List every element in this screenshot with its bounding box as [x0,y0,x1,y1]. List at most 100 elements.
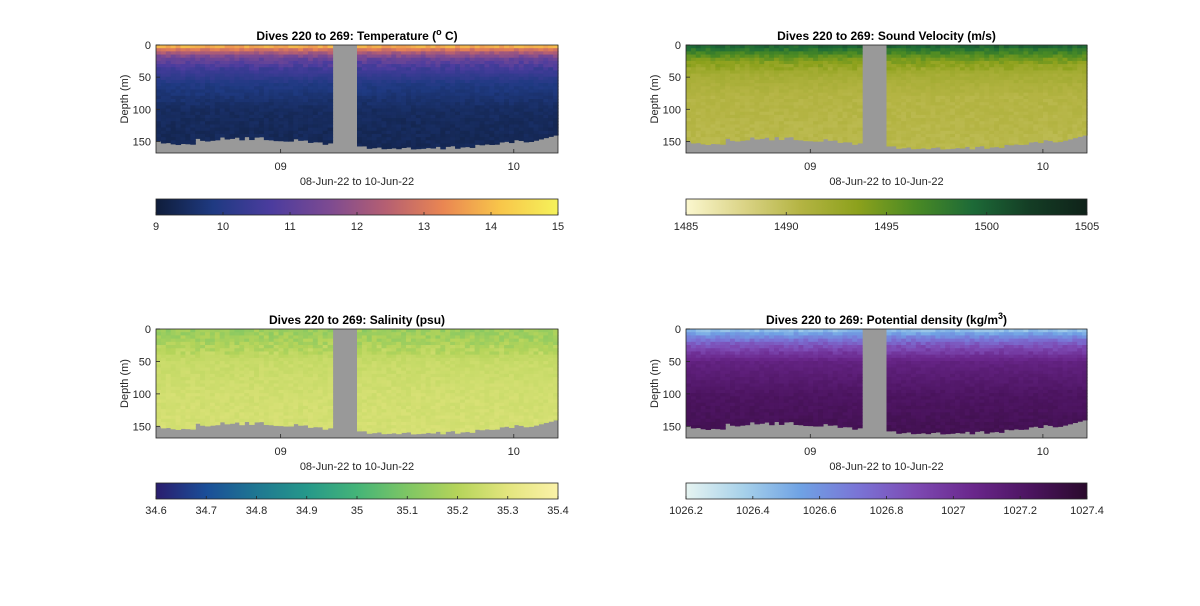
heatmap-cell [161,140,167,143]
heatmap-cell [833,137,838,140]
heatmap-cell [181,140,187,144]
x-axis-label: 08-Jun-22 to 10-Jun-22 [300,176,414,188]
heatmap-cell [764,134,769,138]
colorbar-tick-label: 1495 [874,221,898,233]
heatmap-cell [931,147,936,148]
heatmap-cell [911,147,916,150]
heatmap-cell [215,137,221,140]
heatmap-cell [808,140,813,141]
heatmap-cell [725,137,730,139]
colorbar-tick-label: 14 [485,221,497,233]
heatmap-cell [989,147,994,148]
heatmap-cell [842,140,847,142]
heatmap-cell [965,143,970,146]
heatmap-cell [818,140,823,141]
heatmap-cell [813,140,818,141]
heatmap-cell [416,147,422,150]
heatmap-cell [960,147,965,149]
heatmap-cell [1009,143,1014,145]
heatmap-cell [293,137,299,139]
heatmap-cell [1033,140,1038,142]
heatmap-cell [979,143,984,146]
heatmap-cell [298,137,304,141]
heatmap-cell [440,147,446,150]
heatmap-cell [161,425,167,428]
heatmap-cell [323,143,329,144]
heatmap-cell [308,140,314,143]
heatmap-cell [784,134,789,138]
heatmap-cells [156,329,559,434]
heatmap-cell [754,137,759,139]
heatmap-cell [774,134,779,137]
heatmap-cell [171,143,177,144]
heatmap-cell [706,143,711,145]
heatmap-cell [318,140,324,142]
heatmap-cell [411,147,417,150]
chart-title: Dives 220 to 269: Temperature (o C) [256,27,457,43]
heatmap-cell [999,147,1004,148]
heatmap-cell [431,147,437,149]
heatmap-cell [239,137,245,140]
heatmap-cell [372,147,378,149]
heatmap-cell [249,137,255,140]
colorbar-tick-label: 1485 [674,221,698,233]
heatmap-cell [234,134,240,138]
heatmap-cell [190,143,196,144]
chart-title: Dives 220 to 269: Sound Velocity (m/s) [777,29,996,43]
heatmap-cell [230,137,236,139]
heatmap-cell [1063,137,1068,141]
heatmap-cell [533,137,539,141]
heatmap-cell [916,147,921,149]
heatmap-cell [789,134,794,137]
heatmap-cell [200,137,206,141]
heatmap-cell [1058,140,1063,142]
heatmap-cell [480,143,486,145]
heatmap-cell [195,137,201,139]
heatmap-cell [519,140,525,141]
heatmap-cell [921,147,926,149]
y-tick-label: 150 [663,136,681,148]
heatmap-cell [750,134,755,138]
heatmap-cell [1004,143,1009,144]
heatmap-cell [279,140,285,141]
heatmap-cell [524,140,530,142]
heatmap-cell [166,140,172,143]
heatmap-cell [269,137,275,140]
heatmap-cell [994,143,999,147]
colorbar-tick-label: 1490 [774,221,798,233]
colorbar-tick-label: 11 [284,221,295,233]
heatmap-cell [735,140,740,141]
heatmap-cell [435,143,441,146]
heatmap-cell [225,137,231,139]
y-tick-label: 100 [133,104,151,116]
heatmap-cell [313,140,319,142]
colorbar-tick-label: 9 [153,221,159,233]
heatmap-cell [696,140,701,143]
x-tick-label: 09 [804,161,816,173]
heatmap-cell [984,147,989,149]
heatmap-cell [538,137,544,139]
heatmap-cell [450,143,456,146]
heatmap-cell [945,147,950,150]
heatmap-cell [484,143,490,144]
colorbar-tick-label: 1505 [1075,221,1099,233]
heatmap-cell [494,143,500,144]
heatmap-cell [288,140,294,141]
colorbar-tick-label: 13 [418,221,430,233]
heatmap-cell [1048,140,1053,141]
heatmap-cell [509,140,514,143]
heatmap-cell [1067,137,1072,139]
heatmap-cell [759,137,764,139]
heatmap-cell [504,140,510,142]
heatmap-cell [386,147,392,149]
heatmap-cell [166,425,172,428]
colorbar-tick-label: 12 [351,221,363,233]
heatmap-cell [210,137,216,141]
heatmap-cells [156,45,559,149]
heatmap-cell [274,140,280,141]
heatmap-cell [847,140,852,142]
